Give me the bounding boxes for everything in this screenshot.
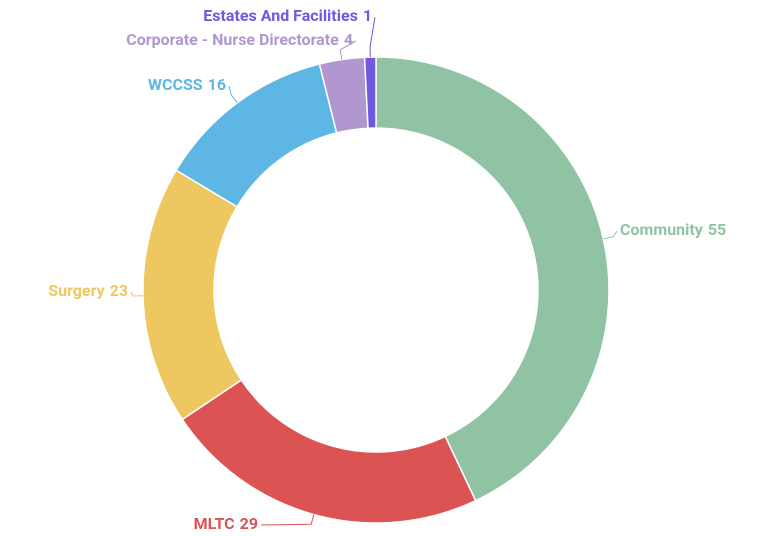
donut-slice bbox=[181, 378, 477, 524]
slice-label-name: Corporate - Nurse Directorate bbox=[126, 30, 339, 49]
leader-line bbox=[228, 85, 238, 104]
slice-label-value: 55 bbox=[708, 220, 726, 239]
leader-line bbox=[260, 514, 315, 526]
slice-label: Estates And Facilities 1 bbox=[203, 6, 372, 25]
slice-label-value: 16 bbox=[208, 75, 226, 94]
slice-label-value: 4 bbox=[344, 30, 353, 49]
slice-label-value: 29 bbox=[240, 514, 258, 533]
slice-label: Corporate - Nurse Directorate 4 bbox=[126, 30, 353, 49]
leader-line bbox=[603, 230, 618, 240]
slice-label-value: 23 bbox=[110, 281, 128, 300]
leader-line bbox=[130, 291, 144, 297]
donut-slice bbox=[142, 169, 243, 421]
leader-line bbox=[339, 40, 357, 60]
slice-label-name: MLTC bbox=[194, 514, 235, 533]
donut-slice bbox=[375, 56, 610, 502]
slice-label-name: Community bbox=[620, 220, 704, 239]
slice-label-name: WCCSS bbox=[148, 75, 203, 94]
leader-line bbox=[369, 16, 376, 58]
slice-label: MLTC 29 bbox=[194, 514, 258, 533]
donut-slice bbox=[363, 56, 377, 129]
slice-label-value: 1 bbox=[363, 6, 372, 25]
slice-label-name: Surgery bbox=[48, 281, 105, 300]
slice-label: WCCSS 16 bbox=[148, 75, 226, 94]
slice-label: Community 55 bbox=[620, 220, 726, 239]
slice-label-name: Estates And Facilities bbox=[203, 6, 358, 25]
slice-label: Surgery 23 bbox=[48, 281, 128, 300]
